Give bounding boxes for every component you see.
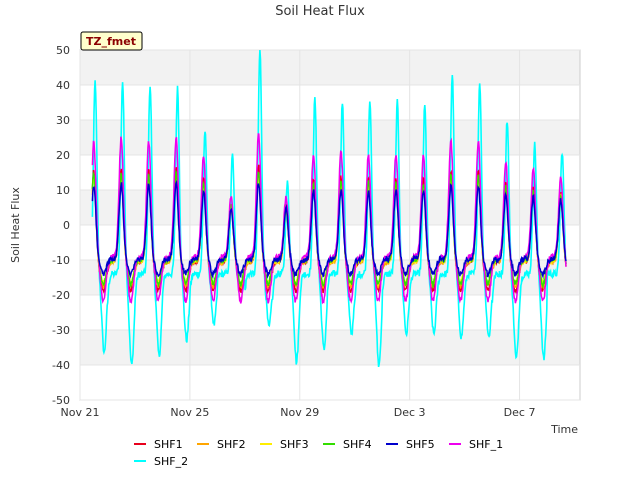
x-tick-label: Dec 7 xyxy=(504,406,536,419)
tz-badge: TZ_fmet xyxy=(80,31,143,51)
plot-bands xyxy=(80,50,580,400)
y-tick-label: 40 xyxy=(56,79,70,92)
plot-band xyxy=(80,120,580,155)
legend-label: SHF2 xyxy=(217,438,246,451)
plot-band xyxy=(80,295,580,330)
plot-band xyxy=(80,365,580,400)
series-line-shf-2 xyxy=(91,49,567,368)
y-tick-label: -40 xyxy=(52,359,70,372)
legend-label: SHF4 xyxy=(343,438,372,451)
y-axis-ticks: -50 -40 -30 -20 -10 0 10 20 30 40 50 xyxy=(52,44,70,407)
plot-band xyxy=(80,225,580,260)
x-tick-label: Nov 29 xyxy=(280,406,319,419)
series-lines xyxy=(91,49,567,368)
x-tick-label: Nov 21 xyxy=(61,406,100,419)
legend-label: SHF5 xyxy=(406,438,435,451)
legend-label: SHF_1 xyxy=(469,438,503,451)
plot-band xyxy=(80,50,580,85)
grid-lines xyxy=(79,49,580,401)
plot-band xyxy=(80,330,580,365)
x-axis-label: Time xyxy=(550,423,578,436)
x-tick-label: Nov 25 xyxy=(170,406,209,419)
tz-badge-label: TZ_fmet xyxy=(86,35,136,48)
y-tick-label: 10 xyxy=(56,184,70,197)
legend-label: SHF1 xyxy=(154,438,183,451)
plot-band xyxy=(80,190,580,225)
legend-label: SHF_2 xyxy=(154,455,188,468)
y-tick-label: -20 xyxy=(52,289,70,302)
y-tick-label: 0 xyxy=(63,219,70,232)
y-axis-label: Soil Heat Flux xyxy=(9,187,22,263)
plot-band xyxy=(80,155,580,190)
plot-band xyxy=(80,85,580,120)
y-tick-label: -10 xyxy=(52,254,70,267)
y-tick-label: -30 xyxy=(52,324,70,337)
x-tick-label: Dec 3 xyxy=(394,406,426,419)
legend-label: SHF3 xyxy=(280,438,309,451)
series-line-shf5 xyxy=(91,179,567,280)
legend: SHF1 SHF2 SHF3 SHF4 SHF5 SHF_1 SHF_2 xyxy=(134,438,503,468)
y-tick-label: 50 xyxy=(56,44,70,57)
chart-title: Soil Heat Flux xyxy=(275,4,365,19)
y-tick-label: 30 xyxy=(56,114,70,127)
x-axis-ticks: Nov 21 Nov 25 Nov 29 Dec 3 Dec 7 xyxy=(61,406,536,419)
y-tick-label: 20 xyxy=(56,149,70,162)
y-tick-label: -50 xyxy=(52,394,70,407)
